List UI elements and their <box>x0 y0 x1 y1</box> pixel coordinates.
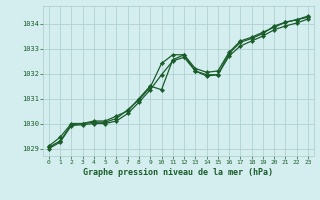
X-axis label: Graphe pression niveau de la mer (hPa): Graphe pression niveau de la mer (hPa) <box>84 168 273 177</box>
